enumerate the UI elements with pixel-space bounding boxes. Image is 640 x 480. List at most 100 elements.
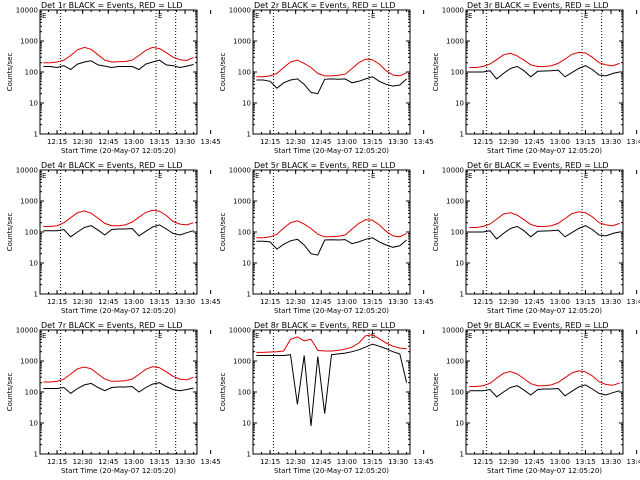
lld-series-line: [469, 211, 620, 228]
y-axis-label: Counts/sec: [432, 373, 440, 412]
events-series-line: [256, 237, 407, 256]
x-tick-label: 12:15: [47, 458, 67, 466]
x-tick-label: 12:45: [98, 458, 118, 466]
x-tick-label: 12:15: [47, 298, 67, 306]
y-tick-label: 10000: [229, 327, 251, 335]
plot-panel: Det 5r BLACK = Events, RED = LLD 1 10 100 10…: [219, 161, 434, 315]
y-axis-label: Counts/sec: [432, 213, 440, 252]
event-marker: E: [158, 12, 162, 20]
y-tick-label: 1000: [233, 358, 251, 366]
y-tick-label: 1: [460, 291, 464, 299]
lld-series-line: [469, 370, 620, 387]
x-tick-label: 12:45: [524, 458, 544, 466]
y-tick-label: 10000: [16, 7, 38, 15]
x-tick-label: 12:30: [73, 138, 93, 146]
y-tick-label: 1000: [446, 358, 464, 366]
x-tick-label: 12:45: [311, 298, 331, 306]
plot-panel: Det 2r BLACK = Events, RED = LLD 1 10 100 10…: [219, 1, 434, 155]
events-series-line: [43, 382, 194, 395]
x-tick-label: 13:30: [388, 458, 408, 466]
event-marker: E: [255, 332, 259, 340]
plot-title: Det 9r BLACK = Events, RED = LLD: [467, 321, 609, 330]
plot-panel: Det 6r BLACK = Events, RED = LLD 1 10 100 10…: [432, 161, 640, 315]
lld-series-line: [256, 334, 407, 353]
x-axis-label: Start Time (20-May-07 12:05:20): [487, 147, 602, 155]
lld-series-line: [256, 58, 407, 78]
event-marker: E: [371, 332, 375, 340]
plot-title: Det 3r BLACK = Events, RED = LLD: [467, 1, 609, 10]
plot-frame: [39, 169, 198, 295]
plot-panel: Det 8r BLACK = Events, RED = LLD 1 10 100 10…: [219, 321, 434, 475]
x-tick-label: 12:15: [260, 458, 280, 466]
x-tick-label: 13:45: [627, 138, 640, 146]
x-tick-label: 13:00: [550, 298, 570, 306]
event-marker: E: [42, 12, 46, 20]
y-tick-label: 1000: [446, 198, 464, 206]
x-tick-label: 13:30: [601, 138, 621, 146]
y-tick-label: 100: [451, 69, 464, 77]
y-tick-label: 1: [247, 131, 251, 139]
x-tick-label: 13:45: [201, 138, 221, 146]
y-tick-label: 100: [25, 69, 38, 77]
x-tick-label: 13:00: [124, 138, 144, 146]
x-tick-label: 13:30: [388, 298, 408, 306]
x-tick-label: 12:30: [73, 458, 93, 466]
x-tick-label: 12:15: [473, 298, 493, 306]
x-tick-label: 12:30: [286, 138, 306, 146]
event-marker: E: [468, 172, 472, 180]
x-axis-label: Start Time (20-May-07 12:05:20): [274, 307, 389, 315]
x-tick-label: 12:30: [499, 138, 519, 146]
x-tick-label: 13:45: [201, 458, 221, 466]
plot-title: Det 4r BLACK = Events, RED = LLD: [41, 161, 183, 170]
y-tick-label: 100: [451, 389, 464, 397]
y-tick-label: 10: [242, 100, 251, 108]
event-marker: E: [158, 172, 162, 180]
x-tick-label: 13:30: [175, 298, 195, 306]
y-tick-label: 100: [238, 69, 251, 77]
y-tick-label: 10: [242, 260, 251, 268]
events-series-line: [469, 225, 620, 240]
x-tick-label: 13:30: [388, 138, 408, 146]
x-tick-label: 13:45: [627, 458, 640, 466]
x-axis-label: Start Time (20-May-07 12:05:20): [274, 467, 389, 475]
x-tick-label: 13:45: [627, 298, 640, 306]
lld-series-line: [43, 366, 194, 383]
x-tick-label: 12:30: [499, 458, 519, 466]
lld-series-line: [43, 46, 194, 64]
y-tick-label: 100: [238, 389, 251, 397]
event-marker: E: [42, 172, 46, 180]
y-tick-label: 100: [25, 389, 38, 397]
x-tick-label: 13:00: [124, 298, 144, 306]
y-tick-label: 1000: [20, 198, 38, 206]
x-tick-label: 13:00: [550, 138, 570, 146]
events-series-line: [469, 384, 620, 398]
plot-title: Det 1r BLACK = Events, RED = LLD: [41, 1, 183, 10]
x-tick-label: 13:15: [362, 298, 382, 306]
y-tick-label: 1: [247, 291, 251, 299]
plot-panel: Det 9r BLACK = Events, RED = LLD 1 10 100 10…: [432, 321, 640, 475]
plot-panel: Det 4r BLACK = Events, RED = LLD 1 10 100 10…: [6, 161, 221, 315]
x-axis-label: Start Time (20-May-07 12:05:20): [61, 467, 176, 475]
x-tick-label: 13:15: [575, 298, 595, 306]
y-tick-label: 10000: [442, 7, 464, 15]
plot-title: Det 2r BLACK = Events, RED = LLD: [254, 1, 396, 10]
events-series-line: [256, 343, 408, 427]
x-tick-label: 13:15: [362, 138, 382, 146]
x-tick-label: 13:15: [149, 298, 169, 306]
lld-series-line: [256, 219, 407, 239]
y-axis-label: Counts/sec: [219, 213, 227, 252]
events-series-line: [469, 65, 620, 80]
x-tick-label: 12:30: [73, 298, 93, 306]
event-marker: E: [255, 12, 259, 20]
x-tick-label: 13:30: [601, 298, 621, 306]
y-tick-label: 100: [25, 229, 38, 237]
x-tick-label: 12:15: [473, 458, 493, 466]
plot-title: Det 6r BLACK = Events, RED = LLD: [467, 161, 609, 170]
x-tick-label: 13:15: [149, 458, 169, 466]
y-axis-label: Counts/sec: [6, 53, 14, 92]
y-tick-label: 1000: [446, 38, 464, 46]
plot-panel: Det 1r BLACK = Events, RED = LLD 1 10 100 10…: [6, 1, 221, 155]
x-axis-label: Start Time (20-May-07 12:05:20): [487, 307, 602, 315]
y-tick-label: 1000: [233, 198, 251, 206]
x-tick-label: 13:45: [414, 298, 434, 306]
